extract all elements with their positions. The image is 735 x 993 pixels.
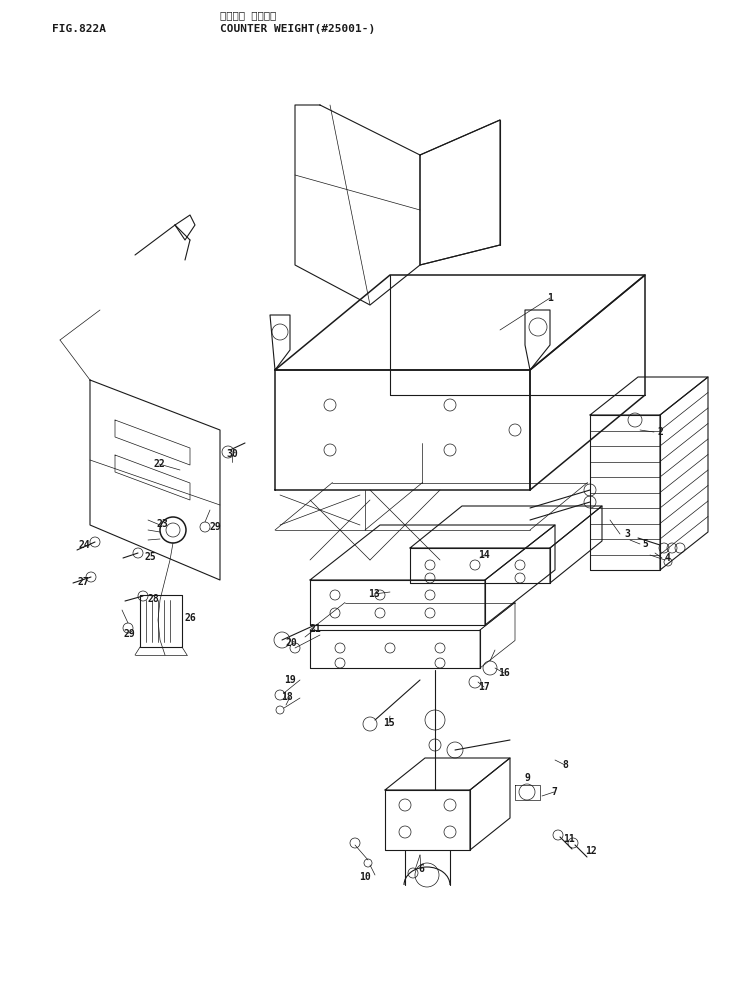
- Text: 30: 30: [226, 449, 238, 459]
- Text: 28: 28: [147, 594, 159, 604]
- Text: 27: 27: [77, 577, 89, 587]
- Text: 11: 11: [563, 834, 575, 844]
- Text: 8: 8: [562, 760, 568, 770]
- Text: カウンタ ウェイト: カウンタ ウェイト: [220, 10, 276, 20]
- Text: 6: 6: [418, 864, 424, 874]
- Text: 5: 5: [642, 539, 648, 549]
- Text: 15: 15: [383, 718, 395, 728]
- Text: 23: 23: [156, 519, 168, 529]
- Text: 4: 4: [665, 553, 671, 563]
- Text: 24: 24: [78, 540, 90, 550]
- Text: 25: 25: [144, 552, 156, 562]
- Text: 21: 21: [309, 624, 321, 634]
- Text: 7: 7: [551, 787, 557, 797]
- Text: 20: 20: [285, 638, 297, 648]
- Text: 3: 3: [624, 529, 630, 539]
- Text: 1: 1: [547, 293, 553, 303]
- Text: 26: 26: [184, 613, 196, 623]
- Text: 2: 2: [657, 427, 663, 437]
- Text: 13: 13: [368, 589, 380, 599]
- Text: 10: 10: [359, 872, 371, 882]
- Text: 18: 18: [281, 692, 293, 702]
- Text: 19: 19: [284, 675, 296, 685]
- Text: COUNTER WEIGHT(#25001-): COUNTER WEIGHT(#25001-): [220, 24, 376, 34]
- Text: FIG.822A: FIG.822A: [52, 24, 106, 34]
- Text: 9: 9: [524, 773, 530, 783]
- Text: 12: 12: [585, 846, 597, 856]
- Text: 14: 14: [478, 550, 490, 560]
- Text: 17: 17: [478, 682, 490, 692]
- Text: 16: 16: [498, 668, 510, 678]
- Text: 29: 29: [209, 522, 221, 532]
- Text: 22: 22: [153, 459, 165, 469]
- Text: 29: 29: [123, 629, 135, 639]
